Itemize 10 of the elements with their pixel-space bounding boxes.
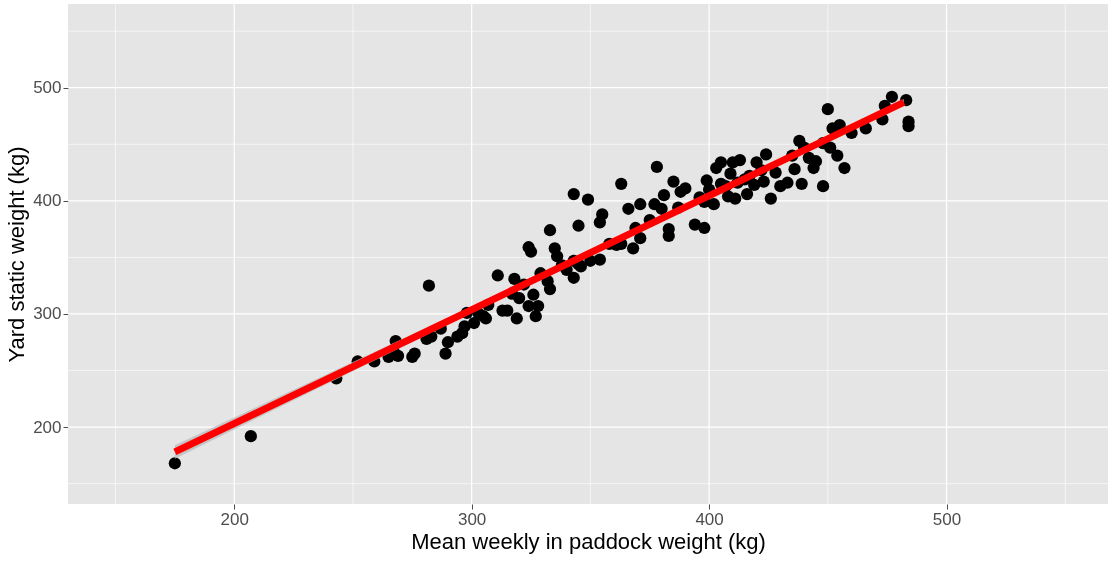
y-tick-label: 500 — [33, 78, 62, 98]
y-tick-label: 400 — [33, 191, 62, 211]
x-tick-label: 400 — [695, 509, 724, 529]
y-axis-title: Yard static weight (kg) — [4, 146, 30, 363]
y-tick-label: 300 — [33, 304, 62, 324]
x-tick-label: 200 — [220, 509, 249, 529]
y-tick-label: 200 — [33, 417, 62, 437]
x-tick-label: 300 — [457, 509, 487, 529]
x-axis-title: Mean weekly in paddock weight (kg) — [411, 528, 766, 554]
x-tick-label: 500 — [932, 509, 962, 529]
